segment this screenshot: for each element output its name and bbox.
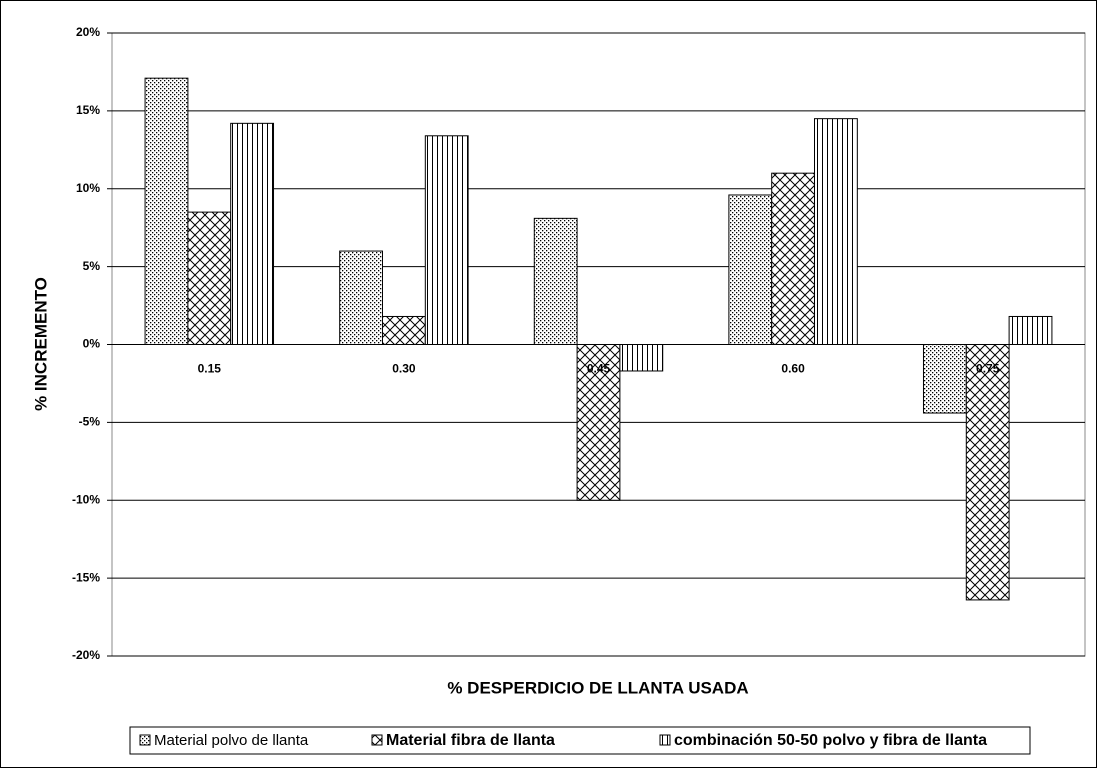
x-tick-label: 0.60 xyxy=(781,362,805,376)
bar xyxy=(1008,315,1053,345)
x-tick-label: 0.75 xyxy=(976,362,1000,376)
y-tick-label: 15% xyxy=(76,103,100,117)
bar xyxy=(339,250,383,345)
bar xyxy=(728,194,773,345)
legend-label: Material polvo de llanta xyxy=(154,732,309,749)
x-tick-label: 0.30 xyxy=(392,362,416,376)
bar xyxy=(424,135,469,345)
bar xyxy=(576,344,621,501)
bar xyxy=(814,118,858,345)
bar xyxy=(922,344,967,414)
x-tick-label: 0.15 xyxy=(198,362,222,376)
bar xyxy=(619,344,664,372)
x-tick-label: 0.45 xyxy=(587,362,611,376)
y-tick-label: 0% xyxy=(83,337,101,351)
legend-label: combinación 50-50 polvo y fibra de llant… xyxy=(674,732,987,749)
legend-swatch xyxy=(139,734,151,746)
y-tick-label: -5% xyxy=(79,415,101,429)
bar xyxy=(533,217,578,345)
y-tick-label: -10% xyxy=(72,492,100,506)
bar xyxy=(381,315,426,345)
legend-swatch xyxy=(659,734,671,746)
legend-swatch xyxy=(371,734,383,746)
y-axis-title: % INCREMENTO xyxy=(31,277,50,411)
x-axis-title: % DESPERDICIO DE LLANTA USADA xyxy=(447,678,748,697)
bar xyxy=(230,122,275,345)
legend-label: Material fibra de llanta xyxy=(386,732,555,749)
bar xyxy=(771,172,816,345)
bar xyxy=(187,211,232,345)
legend-box xyxy=(129,726,1031,755)
y-tick-label: -15% xyxy=(72,570,100,584)
y-tick-label: 10% xyxy=(76,181,100,195)
y-tick-label: 5% xyxy=(83,259,101,273)
bar xyxy=(965,344,1010,601)
y-tick-label: -20% xyxy=(72,648,100,662)
bar xyxy=(144,77,189,345)
y-tick-label: 20% xyxy=(76,25,100,39)
